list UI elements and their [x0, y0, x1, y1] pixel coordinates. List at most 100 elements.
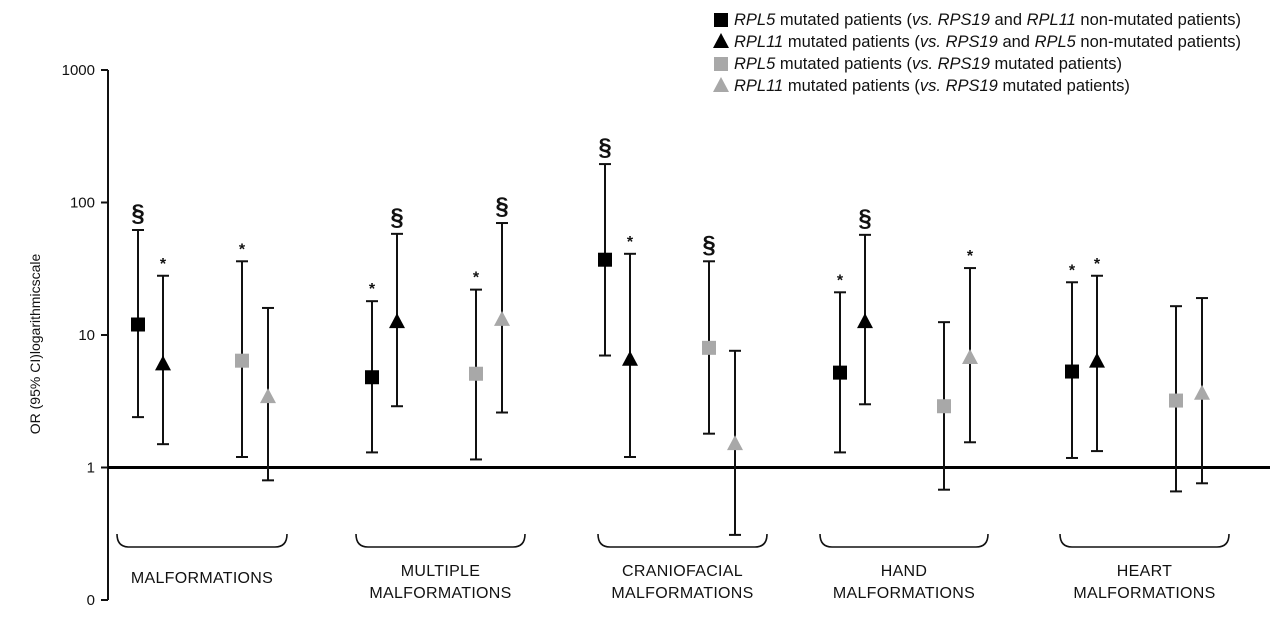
data-point-group — [598, 163, 612, 357]
group-brace: HAND MALFORMATIONS — [819, 533, 989, 602]
significance-section-mark: § — [131, 200, 144, 227]
data-point-group — [469, 288, 483, 461]
data-point-square — [833, 365, 847, 380]
legend-item: RPL5 mutated patients (vs. RPS19 mutated… — [712, 53, 1241, 75]
error-bars-layer — [131, 163, 1210, 536]
data-point-group — [857, 233, 873, 406]
brace-line — [116, 533, 288, 548]
group-label: MALFORMATIONS — [1073, 585, 1215, 602]
data-point-group — [727, 349, 743, 536]
brace-line — [1059, 533, 1230, 548]
legend: RPL5 mutated patients (vs. RPS19 and RPL… — [712, 9, 1241, 97]
y-tick-label: 1000 — [62, 62, 95, 79]
data-point-square — [469, 366, 483, 381]
significance-asterisk: * — [627, 234, 634, 251]
group-label: HEART — [1117, 563, 1172, 580]
significance-section-mark: § — [598, 134, 611, 161]
legend-marker — [714, 57, 728, 71]
data-point-group — [622, 252, 638, 459]
y-tick-label: 10 — [78, 327, 95, 344]
brace-line — [355, 533, 526, 548]
data-point-group — [155, 274, 171, 446]
group-label: HAND — [881, 563, 928, 580]
data-point-group — [1169, 305, 1183, 493]
data-point-triangle — [494, 310, 510, 326]
data-point-square — [365, 370, 379, 385]
group-label: MALFORMATIONS — [369, 585, 511, 602]
group-label: MULTIPLE — [401, 563, 480, 580]
data-point-group — [1194, 297, 1210, 485]
group-label: MALFORMATIONS — [131, 570, 273, 587]
data-point-square — [1169, 393, 1183, 408]
data-point-group — [1089, 274, 1105, 453]
data-point-square — [598, 252, 612, 267]
data-point-square — [702, 340, 716, 355]
group-brace: MALFORMATIONS — [116, 533, 288, 587]
significance-section-mark: § — [390, 204, 403, 231]
group-brace: HEART MALFORMATIONS — [1059, 533, 1230, 602]
significance-asterisk: * — [369, 281, 376, 298]
significance-asterisk: * — [967, 248, 974, 265]
data-point-group — [937, 321, 951, 491]
y-tick-label: 1 — [87, 460, 95, 477]
legend-label: RPL11 mutated patients (vs. RPS19 mutate… — [734, 77, 1130, 95]
legend-triangle-icon — [713, 33, 729, 48]
legend-square-icon — [714, 13, 728, 27]
data-point-triangle — [1194, 384, 1210, 400]
significance-asterisk: * — [1094, 256, 1101, 273]
y-axis: 0 1 10 100 1000 — [62, 62, 109, 609]
data-point-triangle — [962, 349, 978, 365]
significance-section-mark: § — [858, 205, 871, 232]
data-point-group — [389, 232, 405, 408]
data-point-group — [702, 260, 716, 435]
group-brace: CRANIOFACIAL MALFORMATIONS — [597, 533, 768, 602]
data-point-triangle — [857, 313, 873, 329]
group-brace: MULTIPLE MALFORMATIONS — [355, 533, 526, 602]
group-label: MALFORMATIONS — [611, 585, 753, 602]
y-axis-label: OR (95% CI)logarithmicscale — [27, 254, 43, 435]
significance-asterisk: * — [837, 272, 844, 289]
data-point-triangle — [155, 355, 171, 371]
data-point-group — [131, 229, 145, 419]
legend-square-icon — [714, 57, 728, 71]
significance-asterisk: * — [1069, 262, 1076, 279]
group-braces-layer: MALFORMATIONS MULTIPLEMALFORMATIONSCRANIO… — [116, 533, 1230, 602]
data-point-triangle — [389, 313, 405, 329]
legend-item: RPL11 mutated patients (vs. RPS19 mutate… — [712, 75, 1241, 97]
data-point-triangle — [1089, 352, 1105, 368]
data-point-triangle — [260, 388, 276, 404]
legend-item: RPL5 mutated patients (vs. RPS19 and RPL… — [712, 9, 1241, 31]
brace-line — [597, 533, 768, 548]
legend-marker — [714, 13, 728, 27]
significance-asterisk: * — [160, 256, 167, 273]
data-point-square — [235, 353, 249, 368]
legend-marker — [713, 33, 729, 48]
group-label: CRANIOFACIAL — [622, 563, 743, 580]
data-point-triangle — [622, 350, 638, 366]
group-label: MALFORMATIONS — [833, 585, 975, 602]
data-point-group — [962, 267, 978, 444]
data-point-group — [1065, 281, 1079, 459]
data-point-group — [260, 306, 276, 482]
legend-item: RPL11 mutated patients (vs. RPS19 and RP… — [712, 31, 1241, 53]
significance-asterisk: * — [239, 241, 246, 258]
data-point-group — [494, 222, 510, 414]
data-point-group — [235, 260, 249, 459]
legend-marker — [713, 77, 729, 92]
significance-section-mark: § — [702, 231, 715, 258]
brace-line — [819, 533, 989, 548]
data-point-square — [131, 317, 145, 332]
y-tick-label: 100 — [70, 195, 95, 212]
legend-triangle-icon — [713, 77, 729, 92]
data-point-square — [1065, 364, 1079, 379]
significance-marks-layer: § * * * § * § § * § * § * * * — [131, 134, 1101, 298]
data-point-triangle — [727, 435, 743, 451]
y-tick-label: 0 — [87, 592, 95, 609]
legend-label: RPL5 mutated patients (vs. RPS19 and RPL… — [734, 11, 1241, 29]
significance-asterisk: * — [473, 270, 480, 287]
legend-label: RPL11 mutated patients (vs. RPS19 and RP… — [734, 33, 1241, 51]
data-point-group — [365, 300, 379, 454]
data-point-group — [833, 291, 847, 454]
data-point-square — [937, 399, 951, 414]
